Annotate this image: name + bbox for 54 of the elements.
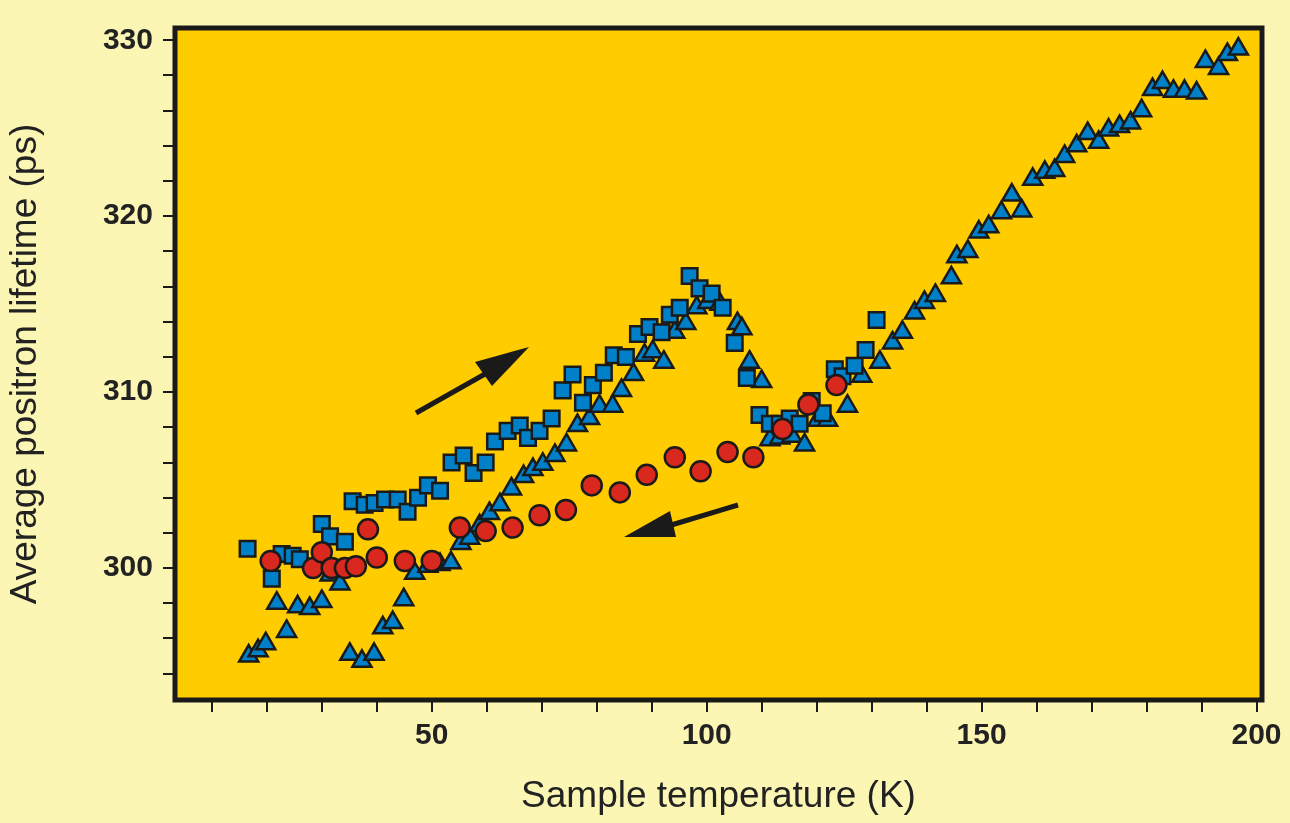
point (742, 445, 765, 469)
point (420, 549, 444, 573)
point (580, 474, 604, 497)
point (771, 417, 794, 441)
point (365, 546, 389, 569)
point (573, 393, 592, 412)
y-tick-label: 310 (102, 373, 153, 407)
y-tick-label: 330 (102, 21, 153, 55)
point (259, 549, 282, 573)
point (797, 393, 820, 416)
y-tick-label: 320 (102, 197, 153, 231)
point (845, 356, 864, 375)
point (454, 446, 473, 465)
point (616, 347, 635, 366)
y-tick-label: 300 (102, 549, 153, 583)
point (689, 460, 712, 483)
point (670, 298, 689, 317)
point (553, 381, 572, 400)
x-tick-label: 150 (956, 717, 1007, 751)
point (398, 502, 417, 521)
point (737, 369, 756, 388)
point (501, 516, 524, 539)
point (725, 333, 744, 352)
point (790, 414, 809, 433)
x-axis-title: Sample temperature (K) (521, 774, 916, 815)
point (663, 445, 687, 469)
point (262, 569, 281, 588)
point (310, 540, 334, 564)
point (856, 340, 875, 359)
point (652, 323, 671, 342)
point (335, 532, 354, 551)
point (716, 440, 739, 464)
point (554, 498, 578, 522)
x-tick-label: 50 (415, 717, 449, 751)
point (635, 463, 658, 487)
point (608, 481, 632, 504)
x-tick-label: 100 (681, 717, 732, 751)
point (594, 363, 613, 382)
point (542, 409, 561, 428)
point (528, 504, 551, 527)
point (476, 453, 495, 472)
point (430, 481, 450, 500)
point (474, 519, 497, 543)
point (530, 421, 549, 440)
point (825, 373, 848, 397)
point (448, 516, 472, 539)
point (356, 518, 380, 541)
point (238, 539, 257, 558)
point (344, 555, 368, 578)
point (563, 365, 582, 384)
x-tick-label: 200 (1231, 717, 1282, 751)
point (867, 310, 886, 330)
y-axis-title: Average positron lifetime (ps) (3, 123, 45, 605)
point (393, 549, 417, 573)
